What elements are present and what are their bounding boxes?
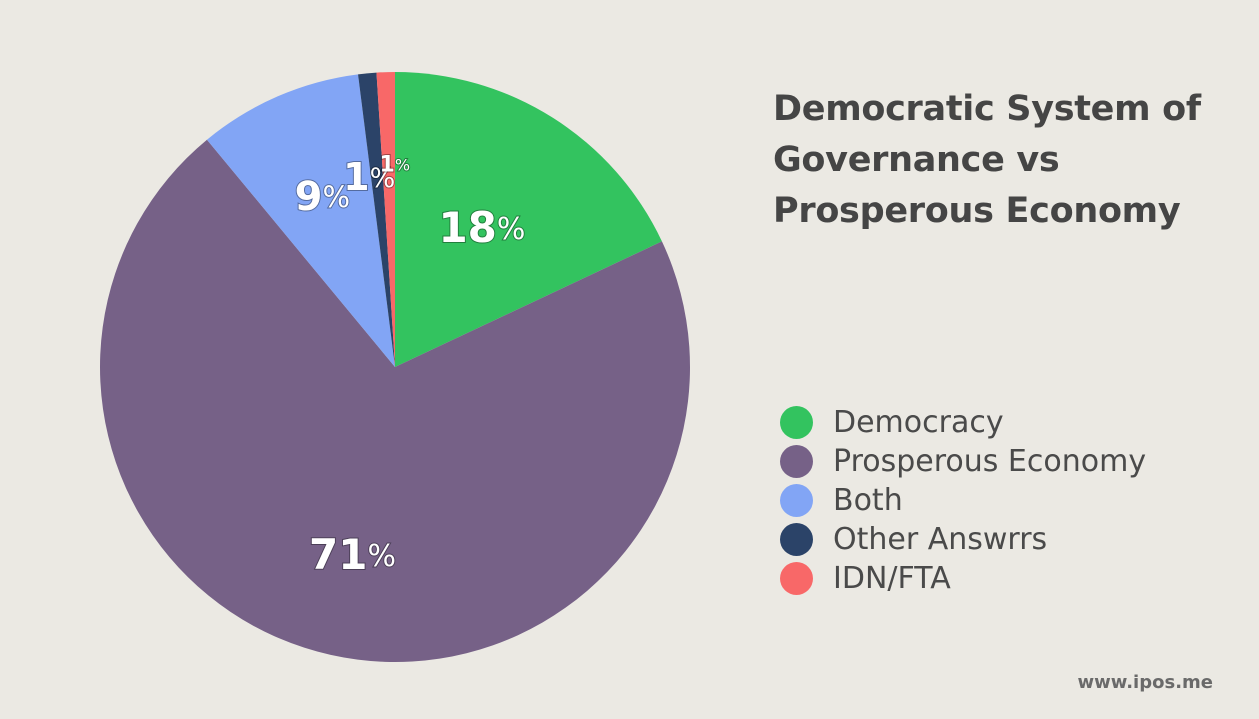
slice-label: 18% xyxy=(438,203,525,252)
slice-label: 71% xyxy=(309,530,396,579)
legend-item-prosperous-economy: Prosperous Economy xyxy=(780,442,1146,481)
pie-slice-other-answrrs xyxy=(358,72,395,367)
pie-slice-idn-fta xyxy=(376,72,395,367)
legend-swatch xyxy=(780,445,813,478)
chart-title: Democratic System of Governance vs Prosp… xyxy=(773,89,1201,231)
legend-item-democracy: Democracy xyxy=(780,403,1146,442)
legend-item-other-answers: Other Answrrs xyxy=(780,520,1146,559)
legend-item-both: Both xyxy=(780,481,1146,520)
slice-label: 1% xyxy=(343,155,395,199)
legend-swatch xyxy=(780,484,813,517)
legend-label: Prosperous Economy xyxy=(833,444,1147,479)
legend-label: Both xyxy=(833,483,903,518)
legend-label: Other Answrrs xyxy=(833,522,1048,557)
slice-label: 1% xyxy=(380,152,411,177)
legend-label: Democracy xyxy=(833,405,1004,440)
legend-swatch xyxy=(780,523,813,556)
legend-label: IDN/FTA xyxy=(833,561,951,596)
pie-slice-prosperous-economy xyxy=(99,139,690,662)
legend: Democracy Prosperous Economy Both Other … xyxy=(780,403,1146,598)
pie-slice-democracy xyxy=(395,72,662,367)
legend-item-idn-fta: IDN/FTA xyxy=(780,559,1146,598)
legend-swatch xyxy=(780,406,813,439)
slice-label: 9% xyxy=(295,174,350,220)
pie-slice-both xyxy=(206,74,395,367)
watermark: www.ipos.me xyxy=(1077,672,1213,693)
legend-swatch xyxy=(780,562,813,595)
